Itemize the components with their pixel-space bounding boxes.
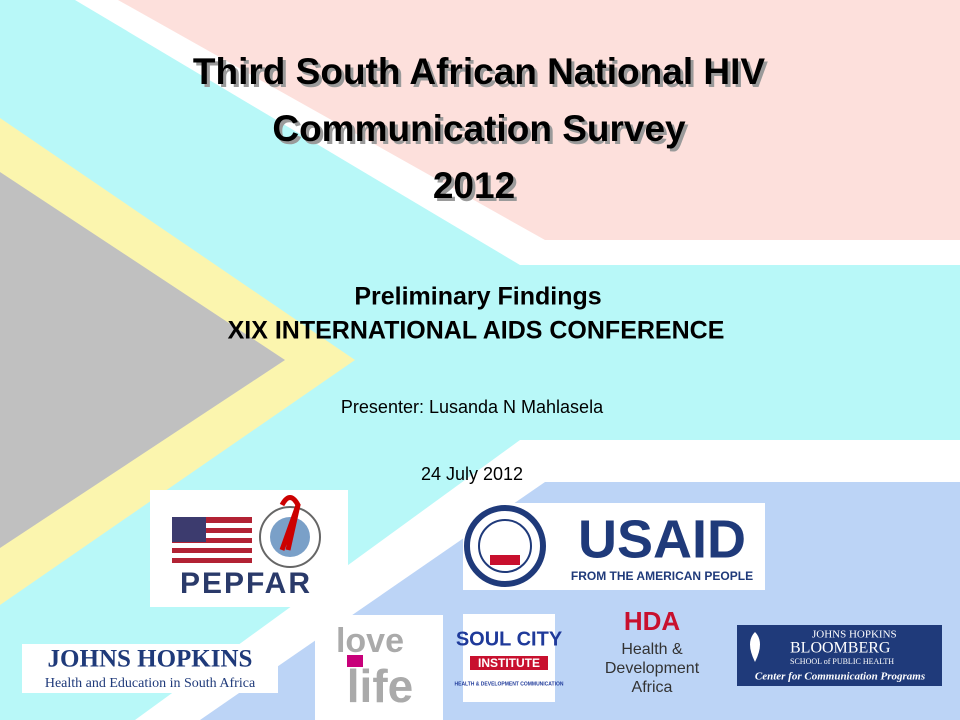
title-shadow: 2012 — [436, 168, 518, 209]
logo-text: Africa — [632, 679, 673, 696]
title-line: 2012 — [433, 165, 515, 206]
logo-text: JOHNS HOPKINS — [812, 629, 897, 641]
jhb-logo: JOHNS HOPKINS BLOOMBERG SCHOOL of PUBLIC… — [737, 625, 942, 686]
title-shadow: Third South African National HIV — [196, 54, 768, 95]
logo-text: SOUL CITY — [456, 628, 563, 650]
logo-text: HDA — [624, 606, 681, 636]
logo-text: PEPFAR — [180, 567, 312, 600]
logo-text: life — [347, 660, 413, 712]
logo-text: HEALTH & DEVELOPMENT COMMUNICATION — [455, 681, 564, 687]
presenter: Presenter: Lusanda N Mahlasela — [341, 397, 604, 417]
conference: XIX INTERNATIONAL AIDS CONFERENCE — [228, 317, 725, 345]
subtitle: Preliminary Findings — [354, 283, 601, 311]
logo-text: FROM THE AMERICAN PEOPLE — [571, 569, 753, 583]
logo-text: JOHNS HOPKINS — [48, 646, 253, 673]
title-line: Third South African National HIV — [193, 51, 765, 92]
lovelife-logo: love life — [315, 615, 443, 720]
jh-logo: JOHNS HOPKINS Health and Education in So… — [22, 644, 278, 693]
logo-text: Health & — [621, 641, 683, 658]
title-line: Communication Survey — [272, 108, 686, 149]
logo-text: SCHOOL of PUBLIC HEALTH — [790, 657, 894, 666]
soulcity-logo: SOUL CITY INSTITUTE HEALTH & DEVELOPMENT… — [455, 614, 564, 702]
flag-red — [118, 0, 960, 240]
hda-logo: HDA Health & Development Africa — [605, 606, 700, 696]
title-shadow: Communication Survey — [275, 111, 689, 152]
logo-text: Center for Communication Programs — [755, 671, 925, 683]
logo-text: INSTITUTE — [478, 656, 540, 670]
logo-text: BLOOMBERG — [790, 640, 891, 657]
date: 24 July 2012 — [421, 464, 523, 484]
usaid-logo: USAID FROM THE AMERICAN PEOPLE — [463, 503, 765, 590]
flag-black — [0, 172, 285, 548]
title: Third South African National HIV Third S… — [193, 51, 768, 209]
logo-text: USAID — [578, 509, 746, 569]
logo-text: love — [336, 622, 404, 660]
logo-text: Health and Education in South Africa — [45, 676, 256, 691]
pepfar-logo: PEPFAR — [150, 490, 348, 607]
logo-text: Development — [605, 660, 700, 677]
